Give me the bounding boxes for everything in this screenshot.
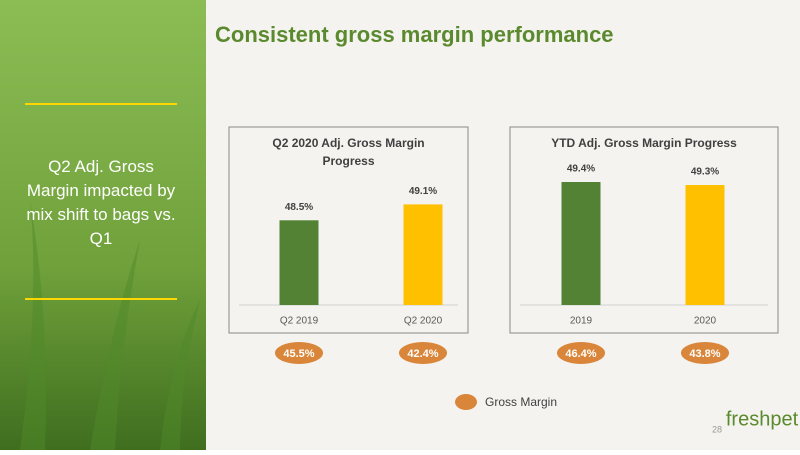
- gross-margin-oval: [557, 342, 605, 364]
- bar: [403, 204, 443, 305]
- logo: freshpet: [726, 408, 799, 430]
- bar: [685, 185, 725, 305]
- x-tick-label: Q2 2019: [280, 316, 319, 327]
- data-label: 48.5%: [285, 202, 313, 213]
- chart-title-box: Q2 2020 Adj. Gross Margin Progress: [272, 136, 425, 168]
- chart-title: Q2 2020 Adj. Gross Margin Progress: [272, 136, 425, 168]
- sidebar-box: Q2 Adj. Gross Margin impacted by mix shi…: [26, 157, 176, 248]
- gross-margin-oval: [681, 342, 729, 364]
- x-tick-label: 2020: [694, 316, 717, 327]
- page-number: 28: [712, 424, 722, 434]
- slide-title: Consistent gross margin performance: [215, 22, 614, 47]
- chart-frame: [509, 126, 779, 334]
- chart-title-box: YTD Adj. Gross Margin Progress: [551, 136, 737, 150]
- bar: [279, 220, 319, 305]
- gross-margin-label: 42.4%: [407, 348, 438, 360]
- data-label: 49.1%: [409, 186, 437, 197]
- gross-margin-label: 46.4%: [565, 348, 596, 360]
- sidebar-text: Q2 Adj. Gross Margin impacted by mix shi…: [26, 157, 176, 248]
- x-tick-label: Q2 2020: [404, 316, 443, 327]
- gross-margin-label: 43.8%: [689, 348, 720, 360]
- x-tick-label: 2019: [570, 316, 593, 327]
- data-label: 49.3%: [691, 167, 719, 178]
- gross-margin-oval: [399, 342, 447, 364]
- data-label: 49.4%: [567, 164, 595, 175]
- legend-label: Gross Margin: [485, 395, 557, 409]
- chart-title: YTD Adj. Gross Margin Progress: [551, 136, 737, 150]
- grass: [20, 200, 200, 450]
- bar: [561, 182, 601, 305]
- gross-margin-oval: [275, 342, 323, 364]
- gross-margin-label: 45.5%: [283, 348, 314, 360]
- legend-swatch: [455, 394, 477, 410]
- chart-frame: [228, 126, 469, 334]
